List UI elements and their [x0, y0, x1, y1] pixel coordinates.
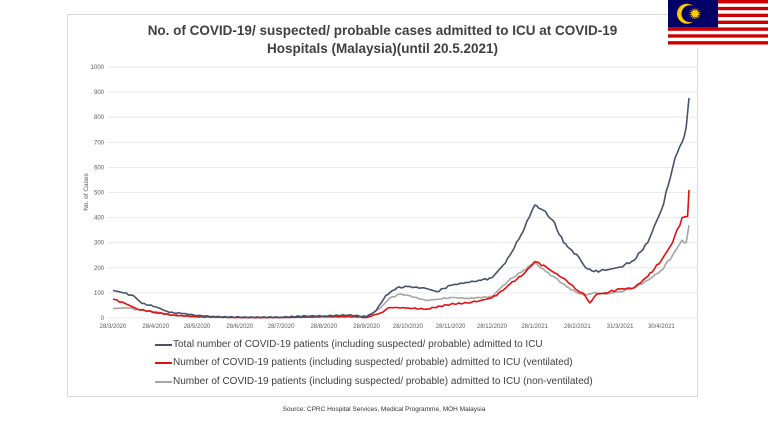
y-tick-label: 500: [94, 191, 105, 197]
x-tick-label: 30/4/2021: [648, 324, 675, 330]
chart-title-line-2: Hospitals (Malaysia)(until 20.5.2021): [266, 41, 499, 56]
source-note: Source: CPRC Hospital Services, Medical …: [282, 406, 486, 413]
chart-title: No. of COVID-19/ suspected/ probable cas…: [67, 22, 698, 58]
y-tick-label: 100: [94, 291, 105, 297]
legend-item-ventilated: Number of COVID-19 patients (including s…: [155, 357, 573, 368]
y-tick-label: 0: [101, 316, 105, 322]
x-tick-label: 28/1/2021: [521, 324, 548, 330]
y-tick-label: 600: [94, 165, 105, 171]
malaysia-flag-icon: [668, 0, 768, 48]
flag-stripe: [668, 37, 768, 42]
legend-item-non-ventilated: Number of COVID-19 patients (including s…: [155, 376, 593, 387]
legend-swatch-non-ventilated: [155, 380, 172, 383]
legend-label-ventilated: Number of COVID-19 patients (including s…: [173, 357, 573, 368]
x-tick-label: 28/11/2020: [436, 324, 466, 330]
y-axis-label: No. of Cases: [83, 172, 90, 210]
legend-swatch-total: [155, 343, 172, 346]
x-tick-label: 28/6/2020: [226, 324, 253, 330]
flag-stripe: [668, 34, 768, 38]
y-tick-label: 400: [94, 216, 105, 222]
x-tick-label: 28/4/2020: [142, 324, 169, 330]
y-tick-label: 800: [94, 115, 105, 121]
legend-label-total: Total number of COVID-19 patients (inclu…: [173, 339, 543, 350]
x-tick-label: 31/3/2021: [607, 324, 634, 330]
x-tick-label: 28/12/2020: [477, 324, 508, 330]
flag-stripe: [668, 41, 768, 45]
series-line-1: [112, 189, 690, 319]
y-tick-label: 300: [94, 241, 105, 247]
y-tick-label: 200: [94, 266, 105, 272]
series-line-2: [112, 224, 690, 319]
x-tick-label: 28/3/2020: [100, 324, 127, 330]
y-tick-label: 900: [94, 90, 105, 96]
x-tick-label: 28/10/2020: [393, 324, 424, 330]
legend-swatch-ventilated: [155, 361, 172, 364]
legend-label-non-ventilated: Number of COVID-19 patients (including s…: [173, 376, 593, 387]
x-tick-label: 28/5/2020: [184, 324, 211, 330]
y-tick-label: 1000: [91, 65, 105, 71]
flag-stripe: [668, 27, 768, 31]
y-tick-label: 700: [94, 140, 105, 146]
x-tick-label: 28/2/2021: [564, 324, 591, 330]
chart-title-line-1: No. of COVID-19/ suspected/ probable cas…: [147, 23, 618, 38]
legend-item-total: Total number of COVID-19 patients (inclu…: [155, 339, 543, 350]
flag-stripe: [668, 30, 768, 35]
flag-stripe: [668, 44, 768, 48]
x-tick-label: 28/8/2020: [310, 324, 337, 330]
chart-frame: [67, 14, 698, 397]
series-line-0: [112, 97, 690, 319]
x-tick-label: 28/9/2020: [353, 324, 380, 330]
x-tick-label: 28/7/2020: [268, 324, 295, 330]
